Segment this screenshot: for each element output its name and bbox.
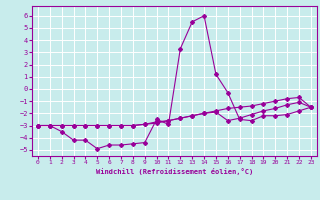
X-axis label: Windchill (Refroidissement éolien,°C): Windchill (Refroidissement éolien,°C)	[96, 168, 253, 175]
